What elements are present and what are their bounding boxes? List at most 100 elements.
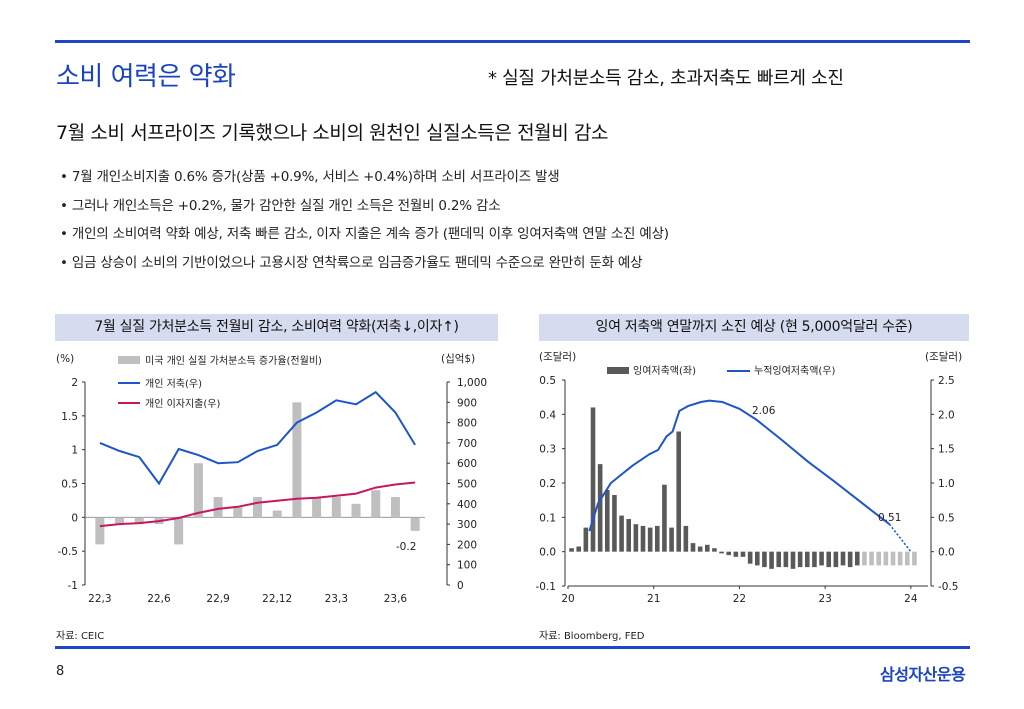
legend-swatch-bar <box>607 367 629 374</box>
right-chart-title: 잉여 저축액 연말까지 소진 예상 (현 5,000억달러 수준) <box>539 314 969 341</box>
data-label: 2.06 <box>752 405 776 417</box>
y2-tick-label: 600 <box>457 458 477 470</box>
y2-tick-label: 100 <box>457 560 477 572</box>
excess-savings-bar <box>819 551 824 566</box>
y2-tick-label: 800 <box>457 418 477 430</box>
x-tick-label: 22,12 <box>262 593 292 605</box>
excess-savings-bar <box>854 551 860 566</box>
interest-line <box>99 481 416 528</box>
excess-savings-bar <box>633 524 639 552</box>
x-tick-label: 20 <box>561 593 574 605</box>
left-source: 자료: CEIC <box>56 631 105 642</box>
excess-savings-bar <box>826 551 832 568</box>
y-tick-label: 2 <box>71 377 78 389</box>
excess-savings-bar <box>676 431 682 552</box>
legend-swatch-bar <box>118 356 140 364</box>
forecast-bar <box>869 551 874 566</box>
income-bar <box>213 497 223 518</box>
cumulative-savings-line <box>588 399 891 532</box>
y-tick-label: 1.5 <box>61 411 78 423</box>
excess-savings-bar <box>690 543 696 552</box>
excess-savings-bar <box>583 527 589 552</box>
excess-savings-bar <box>740 551 746 557</box>
y2-tick-label: 0 <box>457 580 464 592</box>
data-label: 0.51 <box>878 512 901 524</box>
y2-tick-label: 500 <box>457 479 477 491</box>
income-bar <box>174 517 184 545</box>
y2-tick-label: 2.0 <box>938 409 955 421</box>
excess-savings-bar <box>597 464 603 552</box>
y-tick-label: 0.3 <box>539 444 556 456</box>
income-bar <box>312 497 322 518</box>
bullet-item: • 임금 상승이 소비의 기반이었으나 고용시장 연착륙으로 임금증가율도 팬데… <box>60 254 643 271</box>
page-subtitle: * 실질 가처분소득 감소, 초과저축도 빠르게 소진 <box>488 68 844 89</box>
top-rule <box>55 40 970 43</box>
y2-tick-label: 1,000 <box>457 377 487 389</box>
y2-unit-label: (조달러) <box>925 351 962 363</box>
legend-label: 잉여저축액(좌) <box>633 365 696 377</box>
right-source: 자료: Bloomberg, FED <box>539 631 645 642</box>
excess-savings-bar <box>626 519 632 552</box>
y2-tick-label: 1.0 <box>938 478 955 490</box>
excess-savings-bar <box>783 551 789 568</box>
x-tick-label: 23 <box>818 593 831 605</box>
income-bar <box>233 507 243 518</box>
x-tick-label: 23,6 <box>384 593 408 605</box>
bullet-list: • 7월 개인소비지출 0.6% 증가(상품 +0.9%, 서비스 +0.4%)… <box>60 165 669 279</box>
y-tick-label: 0.0 <box>539 547 556 559</box>
excess-savings-bar <box>812 551 817 568</box>
y-tick-label: -0.1 <box>536 581 557 593</box>
excess-savings-bar <box>590 407 596 552</box>
forecast-line <box>888 523 912 553</box>
excess-savings-bar <box>733 551 739 557</box>
income-bar <box>410 517 420 531</box>
excess-savings-bar <box>797 551 803 568</box>
income-bar <box>351 503 361 518</box>
y-tick-label: 0 <box>71 512 78 524</box>
page-title: 소비 여력은 약화 <box>56 62 236 92</box>
y2-tick-label: 0.5 <box>938 512 955 524</box>
excess-savings-bar <box>840 551 846 566</box>
bullet-item: • 개인의 소비여력 약화 예상, 저축 빠른 감소, 이자 지출은 계속 증가… <box>60 226 669 242</box>
forecast-bar <box>912 551 917 566</box>
forecast-bar <box>883 551 889 566</box>
savings-line <box>99 390 416 486</box>
left-chart-title: 7월 실질 가처분소득 전월비 감소, 소비여력 약화(저축↓,이자↑) <box>55 314 498 341</box>
x-tick-label: 22,6 <box>147 593 171 605</box>
income-bar <box>134 517 144 525</box>
excess-savings-bar <box>726 551 732 556</box>
excess-savings-bar <box>683 525 689 552</box>
excess-savings-bar <box>704 544 710 552</box>
forecast-bar <box>862 551 867 566</box>
y2-tick-label: 900 <box>457 397 477 409</box>
y-tick-label: 0.1 <box>539 512 556 524</box>
y-tick-label: 0.5 <box>61 479 78 491</box>
y2-tick-label: 0.0 <box>938 547 955 559</box>
income-bar <box>331 497 341 518</box>
y2-tick-label: 400 <box>457 499 477 511</box>
excess-savings-bar <box>662 484 667 552</box>
y-tick-label: 1 <box>71 445 78 457</box>
excess-savings-bar <box>847 551 853 568</box>
income-bar <box>253 497 262 518</box>
excess-savings-bar <box>762 551 767 568</box>
data-label: -0.2 <box>396 541 417 553</box>
y-unit-label: (%) <box>56 353 74 365</box>
legend-label: 누적잉여저축액(우) <box>754 365 836 377</box>
excess-savings-bar <box>619 515 624 552</box>
excess-savings-bar <box>576 546 582 552</box>
y2-tick-label: 300 <box>457 519 477 531</box>
y-tick-label: 0.2 <box>539 478 556 490</box>
headline: 7월 소비 서프라이즈 기록했으나 소비의 원천인 실질소득은 전월비 감소 <box>56 122 609 144</box>
brand-logo: 삼성자산운용 <box>880 665 966 684</box>
y2-unit-label: (십억$) <box>441 353 475 365</box>
x-tick-label: 22 <box>733 593 746 605</box>
legend-label: 미국 개인 실질 가처분소득 증가율(전월비) <box>145 355 322 367</box>
excess-savings-bar <box>754 551 760 566</box>
y2-tick-label: 700 <box>457 438 477 450</box>
forecast-bar <box>897 551 903 566</box>
y-tick-label: 0.5 <box>539 375 556 387</box>
bullet-item: • 7월 개인소비지출 0.6% 증가(상품 +0.9%, 서비스 +0.4%)… <box>60 169 560 185</box>
